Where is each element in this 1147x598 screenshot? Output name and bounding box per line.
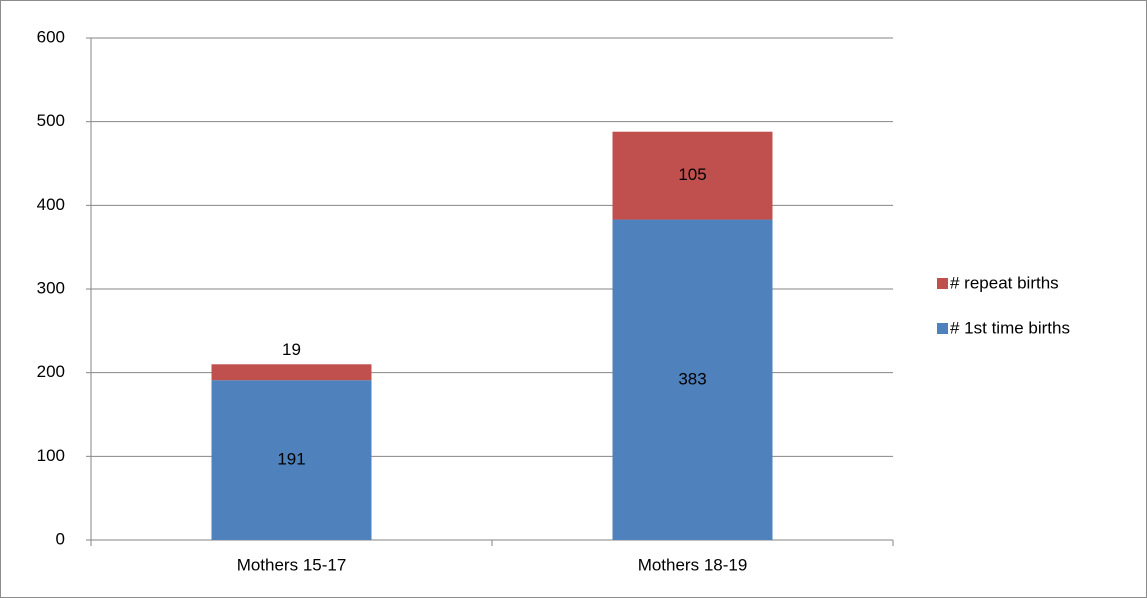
y-tick-label: 500	[37, 111, 65, 130]
y-tick-label: 400	[37, 195, 65, 214]
legend-label: # 1st time births	[950, 318, 1070, 337]
bar-segment	[612, 131, 773, 220]
y-tick-label: 100	[37, 446, 65, 465]
legend-swatch	[937, 323, 948, 334]
data-label: 105	[678, 165, 706, 184]
bar-segment	[211, 364, 372, 381]
x-tick-label: Mothers 15-17	[237, 555, 347, 574]
y-tick-label: 600	[37, 27, 65, 46]
legend-swatch	[937, 278, 948, 289]
y-tick-label: 0	[56, 529, 65, 548]
data-label: 191	[277, 450, 305, 469]
y-tick-label: 300	[37, 278, 65, 297]
bar-segment	[612, 219, 773, 540]
x-tick-label: Mothers 18-19	[638, 555, 748, 574]
data-label: 383	[678, 369, 706, 388]
bar-segment	[211, 380, 372, 540]
data-label: 19	[282, 340, 301, 359]
y-tick-label: 200	[37, 362, 65, 381]
legend-label: # repeat births	[950, 273, 1059, 292]
